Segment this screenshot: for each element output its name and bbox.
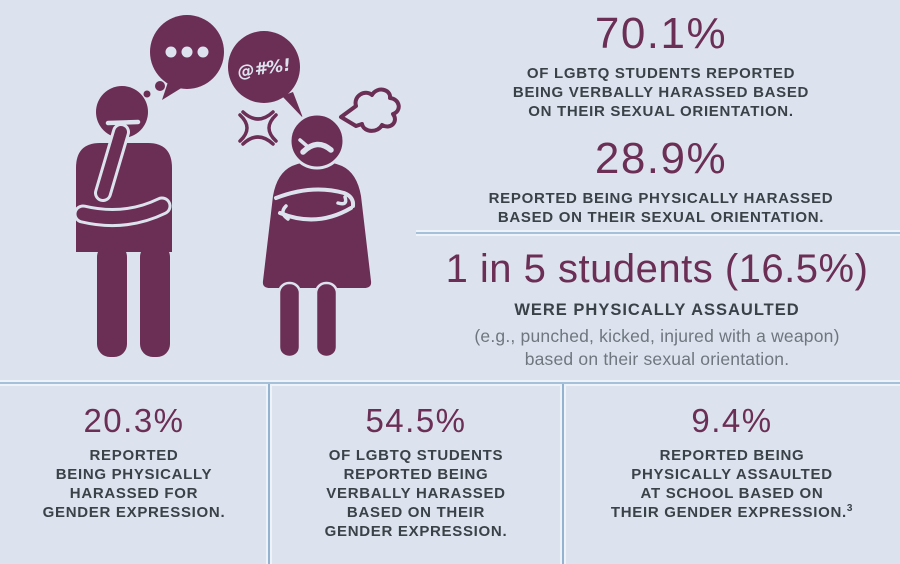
stat-value: 20.3%	[83, 402, 185, 439]
caption-line: THEIR GENDER EXPRESSION.3	[564, 503, 900, 522]
detail-line: based on their sexual orientation.	[524, 349, 790, 369]
caption-line: BEING PHYSICALLY	[55, 466, 213, 483]
assault-subhead: WERE PHYSICALLY ASSAULTED	[514, 301, 800, 319]
dress	[262, 161, 372, 288]
mouth	[105, 119, 141, 126]
crossed-arm	[76, 199, 169, 225]
stat-physical-harassment: 28.9% REPORTED BEING PHYSICALLY HARASSED…	[430, 133, 892, 227]
caption-line: OF LGBTQ STUDENTS	[328, 447, 504, 464]
stat-gender-physical-harassment: 20.3% REPORTED BEING PHYSICALLY HARASSED…	[0, 384, 268, 522]
stat-caption: REPORTED BEING PHYSICALLY HARASSED FOR G…	[0, 446, 268, 522]
torso	[76, 143, 172, 252]
stat-gender-verbal-harassment: 54.5% OF LGBTQ STUDENTS REPORTED BEING V…	[270, 384, 562, 541]
crossed-arms	[274, 187, 356, 222]
steam-puff-icon	[339, 87, 401, 133]
divider-vertical-right	[562, 384, 564, 564]
stat-caption: OF LGBTQ STUDENTS REPORTED BEING VERBALL…	[430, 64, 892, 121]
stat-value: 70.1%	[594, 9, 728, 58]
hand-on-chin-arm	[97, 126, 127, 199]
angry-person-icon: @#%!	[228, 31, 401, 359]
caption-line: REPORTED BEING	[659, 447, 805, 464]
sexual-orientation-harassment-section: 70.1% OF LGBTQ STUDENTS REPORTED BEING V…	[430, 8, 892, 227]
footnote-marker: 3	[846, 503, 854, 514]
divider-horizontal-top	[416, 232, 900, 234]
assault-detail: (e.g., punched, kicked, injured with a w…	[420, 325, 894, 371]
frown-mouth	[300, 141, 334, 155]
detail-line: (e.g., punched, kicked, injured with a w…	[474, 326, 840, 346]
caption-line: GENDER EXPRESSION.	[42, 504, 226, 521]
stat-gender-physical-assault: 9.4% REPORTED BEING PHYSICALLY ASSAULTED…	[564, 384, 900, 522]
caption-line: BEING VERBALLY HARASSED BASED	[512, 84, 810, 101]
thought-dot	[197, 46, 209, 58]
thought-dot	[181, 46, 193, 58]
caption-line: HARASSED FOR	[69, 485, 199, 502]
divider-vertical-left	[268, 384, 270, 564]
head	[288, 112, 346, 170]
assault-headline: 1 in 5 students (16.5%)	[445, 247, 869, 291]
stat-value: 9.4%	[691, 402, 773, 439]
harassment-illustration: @#%!	[73, 15, 401, 359]
stat-value: 54.5%	[365, 402, 467, 439]
stat-caption: REPORTED BEING PHYSICALLY HARASSED BASED…	[430, 189, 892, 227]
caption-line: REPORTED BEING	[343, 466, 489, 483]
leg	[140, 244, 170, 357]
stat-caption: REPORTED BEING PHYSICALLY ASSAULTED AT S…	[564, 446, 900, 522]
caption-line: REPORTED	[89, 447, 179, 464]
anger-mark-icon	[238, 110, 278, 146]
caption-line: BASED ON THEIR SEXUAL ORIENTATION.	[497, 209, 825, 226]
leg	[97, 244, 127, 357]
physical-assault-section: 1 in 5 students (16.5%) WERE PHYSICALLY …	[420, 246, 894, 371]
caption-line: REPORTED BEING PHYSICALLY HARASSED	[488, 190, 834, 207]
leg	[277, 281, 302, 359]
thinking-person-icon	[73, 15, 224, 357]
caption-line: AT SCHOOL BASED ON	[640, 485, 824, 502]
caption-line: ON THEIR SEXUAL ORIENTATION.	[528, 103, 794, 120]
thought-bubble-icon	[143, 15, 224, 100]
caption-line: GENDER EXPRESSION.	[324, 523, 508, 540]
caption-line: OF LGBTQ STUDENTS REPORTED	[526, 65, 796, 82]
brow-line	[298, 138, 309, 148]
caption-line: PHYSICALLY ASSAULTED	[631, 466, 833, 483]
caption-line: VERBALLY HARASSED	[326, 485, 506, 502]
speech-bubble-icon: @#%!	[228, 31, 303, 118]
stat-value: 28.9%	[594, 134, 728, 183]
stat-verbal-harassment: 70.1% OF LGBTQ STUDENTS REPORTED BEING V…	[430, 8, 892, 121]
leg	[314, 281, 339, 359]
caption-line: BASED ON THEIR	[346, 504, 486, 521]
thought-dot	[165, 46, 177, 58]
divider-horizontal-bottom	[0, 382, 900, 384]
stat-caption: OF LGBTQ STUDENTS REPORTED BEING VERBALL…	[270, 446, 562, 541]
caption-text: THEIR GENDER EXPRESSION.	[610, 504, 847, 521]
